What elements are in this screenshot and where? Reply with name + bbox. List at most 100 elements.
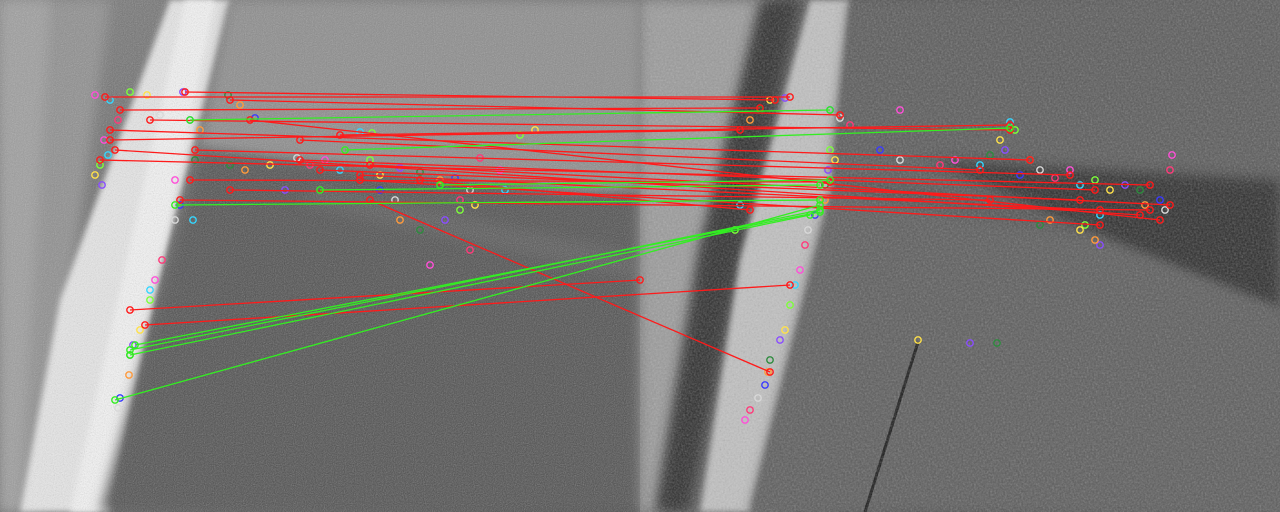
left-keypoint <box>126 88 134 96</box>
match-lines-layer <box>96 88 1174 404</box>
outlier-match-line-endpoint <box>316 166 324 174</box>
outlier-match-line-endpoint <box>1166 201 1174 209</box>
outlier-match-line-endpoint <box>191 146 199 154</box>
left-keypoint <box>236 101 244 109</box>
inlier-match-line <box>344 127 1011 151</box>
inlier-match-line-endpoint <box>1006 124 1014 132</box>
outlier-match-line-endpoint <box>226 96 234 104</box>
inlier-match-line-endpoint <box>806 211 814 219</box>
outlier-match-line <box>109 129 1031 161</box>
inlier-match-line <box>189 109 831 121</box>
keypoint-layer <box>91 88 1176 424</box>
inlier-match-line-endpoint <box>826 176 834 184</box>
left-keypoint <box>96 161 104 169</box>
outlier-match-line-endpoint <box>1091 186 1099 194</box>
outlier-match-line-endpoint <box>356 171 364 179</box>
outlier-match-line-endpoint <box>146 116 154 124</box>
left-keypoint <box>98 181 106 189</box>
outlier-match-line-endpoint <box>1096 221 1104 229</box>
left-keypoint <box>158 256 166 264</box>
right-keypoint <box>1136 186 1144 194</box>
right-keypoint <box>766 356 774 364</box>
right-keypoint <box>951 156 959 164</box>
right-keypoint <box>781 94 789 102</box>
outlier-match-line-endpoint <box>356 176 364 184</box>
inlier-match-line-endpoint <box>171 201 179 209</box>
right-keypoint <box>824 166 832 174</box>
inlier-match-line-endpoint <box>826 106 834 114</box>
left-keypoint <box>396 216 404 224</box>
outlier-match-line <box>359 179 1101 226</box>
outlier-match-line-endpoint <box>106 136 114 144</box>
right-keypoint <box>1168 151 1176 159</box>
outlier-match-line-endpoint <box>736 126 744 134</box>
outlier-match-line-endpoint <box>96 156 104 164</box>
outlier-match-line-endpoint <box>786 93 794 101</box>
outlier-match-line <box>299 139 981 171</box>
right-keypoint <box>761 381 769 389</box>
right-keypoint <box>1106 186 1114 194</box>
outlier-match-line-endpoint <box>1156 216 1164 224</box>
outlier-match-line-endpoint <box>986 196 994 204</box>
right-keypoint <box>786 301 794 309</box>
outlier-match-line-endpoint <box>1066 171 1074 179</box>
outlier-match-line-endpoint <box>976 166 984 174</box>
outlier-match-line <box>319 169 1081 201</box>
outlier-match-line-endpoint <box>771 96 779 104</box>
outlier-match-line-endpoint <box>116 106 124 114</box>
right-keypoint <box>746 406 754 414</box>
inlier-match-line-endpoint <box>126 351 134 359</box>
outlier-match-line-endpoint <box>1026 156 1034 164</box>
left-frame <box>0 0 640 512</box>
right-keypoint <box>1096 211 1104 219</box>
outlier-match-line <box>339 124 1011 136</box>
inlier-match-line <box>129 209 821 351</box>
right-keypoint <box>1161 206 1169 214</box>
left-keypoint <box>114 404 122 412</box>
left-keypoint <box>171 216 179 224</box>
left-keypoint <box>91 91 99 99</box>
inlier-match-line <box>129 214 811 356</box>
inlier-match-line-endpoint <box>816 181 824 189</box>
inlier-match-line-endpoint <box>316 186 324 194</box>
right-keypoint <box>966 339 974 347</box>
left-keypoint <box>241 166 249 174</box>
left-keypoint <box>266 161 274 169</box>
outlier-match-line-endpoint <box>226 186 234 194</box>
right-keypoint <box>1036 166 1044 174</box>
outlier-match-line-endpoint <box>296 156 304 164</box>
outlier-match-line-endpoint <box>786 281 794 289</box>
right-keypoint <box>741 416 749 424</box>
left-keypoint <box>456 206 464 214</box>
right-keypoint <box>1141 201 1149 209</box>
outlier-match-line-endpoint <box>106 126 114 134</box>
right-keypoint <box>1066 166 1074 174</box>
outlier-match-line-endpoint <box>176 196 184 204</box>
left-keypoint <box>189 216 197 224</box>
right-frame <box>640 0 1280 512</box>
outlier-match-line-endpoint <box>1146 181 1154 189</box>
outlier-match-line-endpoint <box>126 306 134 314</box>
right-keypoint <box>776 336 784 344</box>
inlier-match-line <box>134 211 821 346</box>
inlier-match-line-endpoint <box>341 146 349 154</box>
right-keypoint <box>796 266 804 274</box>
left-keypoint <box>146 286 154 294</box>
right-keypoint <box>976 161 984 169</box>
outlier-match-line-endpoint <box>186 176 194 184</box>
inlier-match-line-endpoint <box>111 396 119 404</box>
left-keypoint <box>146 296 154 304</box>
right-keypoint <box>1046 216 1054 224</box>
left-keypoint <box>191 156 199 164</box>
outlier-match-line-endpoint <box>246 116 254 124</box>
outlier-match-line <box>109 129 741 141</box>
outlier-match-line <box>184 91 776 101</box>
inlier-match-line-endpoint <box>186 116 194 124</box>
outlier-match-line <box>149 119 1011 131</box>
left-keypoint <box>156 111 164 119</box>
outlier-match-line-endpoint <box>111 146 119 154</box>
right-keypoint <box>1016 171 1024 179</box>
inlier-match-line-endpoint <box>816 196 824 204</box>
right-keypoint <box>781 326 789 334</box>
